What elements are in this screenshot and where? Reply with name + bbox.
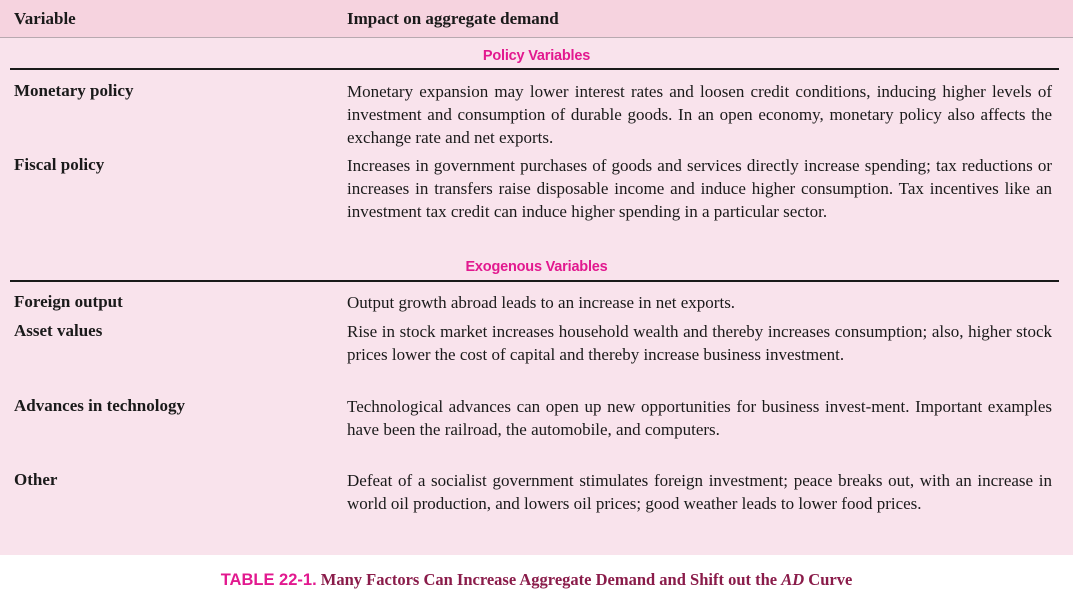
section-rule-exogenous	[10, 280, 1059, 282]
variable-asset-values: Asset values	[14, 321, 103, 340]
impact-monetary-policy: Monetary expansion may lower interest ra…	[347, 82, 1052, 147]
impact-other: Defeat of a socialist government stimula…	[347, 471, 1052, 513]
impact-column-header: Impact on aggregate demand	[347, 9, 559, 28]
section-heading-policy: Policy Variables	[482, 48, 591, 64]
table-caption-emphasis: AD	[781, 570, 805, 589]
variable-monetary-policy: Monetary policy	[14, 81, 134, 100]
factors-table: Variable Impact on aggregate demand Poli…	[0, 0, 1073, 555]
table-caption-text-end: Curve	[808, 570, 853, 589]
variable-fiscal-policy: Fiscal policy	[14, 155, 105, 174]
impact-fiscal-policy: Increases in government purchases of goo…	[347, 156, 1052, 221]
variable-foreign-output: Foreign output	[14, 292, 123, 311]
impact-foreign-output: Output growth abroad leads to an increas…	[347, 293, 736, 312]
table-caption-text: Many Factors Can Increase Aggregate Dema…	[320, 570, 778, 589]
variable-column-header: Variable	[14, 9, 76, 28]
variable-other: Other	[14, 470, 58, 489]
table-caption-label: TABLE 22-1.	[220, 571, 317, 589]
section-rule-policy	[10, 68, 1059, 70]
section-heading-exogenous: Exogenous Variables	[465, 259, 608, 275]
table-header-row: Variable Impact on aggregate demand	[0, 0, 1073, 38]
impact-advances-in-technology: Technological advances can open up new o…	[347, 397, 1052, 439]
impact-asset-values: Rise in stock market increases household…	[347, 322, 1052, 364]
table-caption: TABLE 22-1. Many Factors Can Increase Ag…	[0, 570, 1073, 590]
variable-advances-in-technology: Advances in technology	[14, 396, 185, 415]
